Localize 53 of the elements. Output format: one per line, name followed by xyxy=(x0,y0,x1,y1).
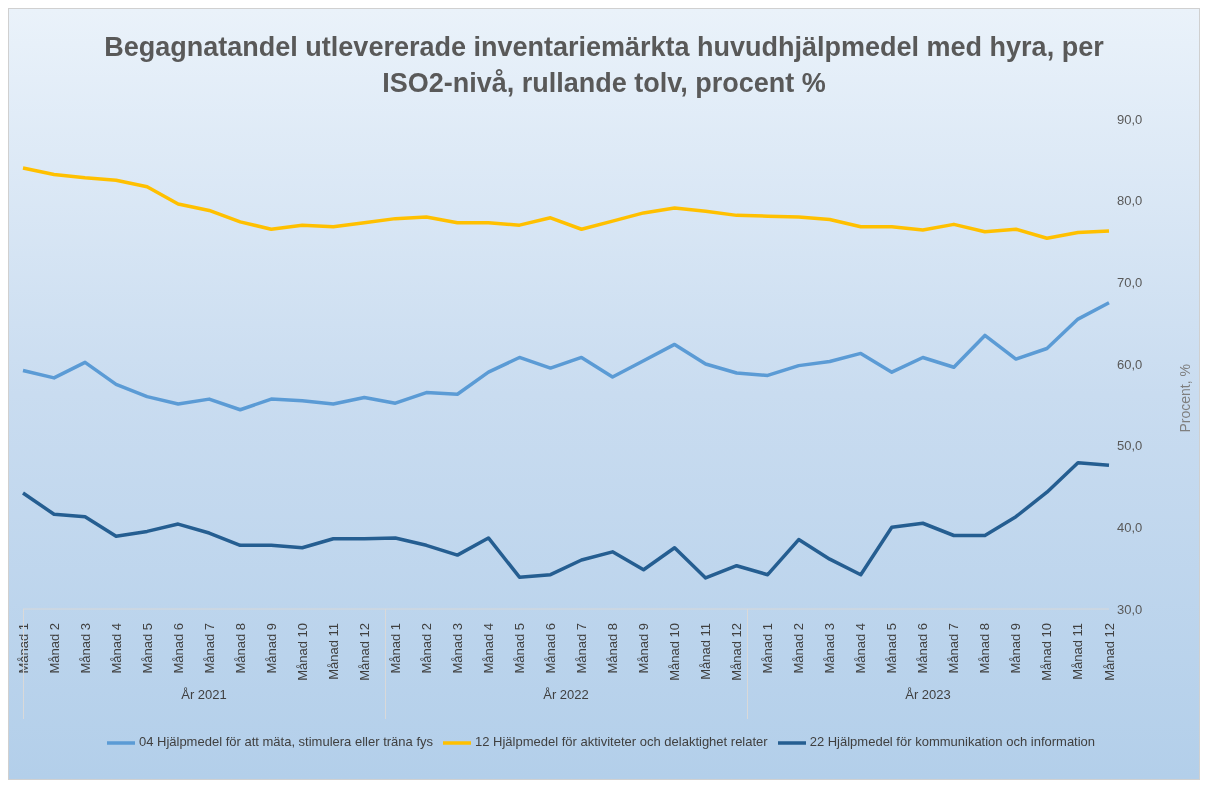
x-tick-label: Månad 9 xyxy=(263,623,279,674)
x-tick-label: Månad 4 xyxy=(853,623,869,674)
x-tick-label: Månad 12 xyxy=(356,623,372,681)
x-tick-label: Månad 1 xyxy=(387,623,403,674)
y-axis-title: Procent, % xyxy=(1176,364,1193,433)
y-tick-label: 70,0 xyxy=(1117,274,1143,290)
x-tick-label: Månad 2 xyxy=(418,623,434,674)
line-series xyxy=(21,166,1111,240)
line-series xyxy=(21,461,1111,580)
x-tick-label: Månad 11 xyxy=(1070,623,1086,680)
x-tick-label: Månad 3 xyxy=(822,623,838,674)
legend-label: 22 Hjälpmedel för kommunikation och information xyxy=(809,734,1096,750)
x-tick-label: Månad 7 xyxy=(574,623,590,674)
chart-title: Begagnatandel utlevererade inventariemärkta huvudhjälpmedel med hyra, per ISO2-nivå, rullande tolv, procent % xyxy=(103,31,1105,100)
y-tick-label: 30,0 xyxy=(1117,601,1143,617)
x-tick-label: Månad 6 xyxy=(915,623,931,674)
x-tick-label: Månad 7 xyxy=(201,623,217,674)
x-tick-label: Månad 8 xyxy=(232,623,248,674)
x-tick-label: Månad 2 xyxy=(791,623,807,674)
legend-label: 12 Hjälpmedel för aktiviteter och delaktighet relater xyxy=(475,734,768,750)
x-tick-label: Månad 4 xyxy=(480,623,496,674)
x-tick-label: Månad 12 xyxy=(729,623,745,681)
text: År 2023 xyxy=(904,687,952,702)
y-tick-label: 90,0 xyxy=(1117,111,1143,127)
x-tick-label: Månad 5 xyxy=(884,623,900,674)
x-tick-label: Månad 8 xyxy=(977,623,993,674)
text: År 2022 xyxy=(542,687,590,702)
x-tick-label: Månad 3 xyxy=(77,623,93,674)
x-tick-label: Månad 10 xyxy=(1039,623,1055,681)
x-tick-label: Månad 11 xyxy=(325,623,341,680)
x-tick-label: Månad 11 xyxy=(698,623,714,680)
x-tick-label: Månad 5 xyxy=(511,623,527,674)
x-tick-label: Månad 3 xyxy=(449,623,465,674)
x-tick-label: Månad 10 xyxy=(294,623,310,681)
x-tick-label: Månad 12 xyxy=(1101,623,1117,681)
y-tick-label: 60,0 xyxy=(1117,356,1143,372)
y-tick-label: 80,0 xyxy=(1117,193,1143,209)
x-tick-label: Månad 8 xyxy=(605,623,621,674)
x-tick-label: Månad 7 xyxy=(946,623,962,674)
x-tick-label: Månad 1 xyxy=(760,623,776,674)
y-tick-label: 40,0 xyxy=(1117,519,1143,535)
x-tick-label: Månad 5 xyxy=(139,623,155,674)
x-tick-label: Månad 2 xyxy=(46,623,62,674)
x-tick-label: Månad 6 xyxy=(170,623,186,674)
x-tick-label: Månad 9 xyxy=(1008,623,1024,674)
x-tick-label: Månad 4 xyxy=(108,623,124,674)
x-tick-label: Månad 9 xyxy=(636,623,652,674)
text: År 2021 xyxy=(180,687,228,702)
x-tick-label: Månad 10 xyxy=(667,623,683,681)
line-series xyxy=(21,301,1111,412)
x-tick-label: Månad 6 xyxy=(542,623,558,674)
legend-label: 04 Hjälpmedel för att mäta, stimulera eller träna fys xyxy=(138,734,433,750)
y-tick-label: 50,0 xyxy=(1117,438,1143,454)
